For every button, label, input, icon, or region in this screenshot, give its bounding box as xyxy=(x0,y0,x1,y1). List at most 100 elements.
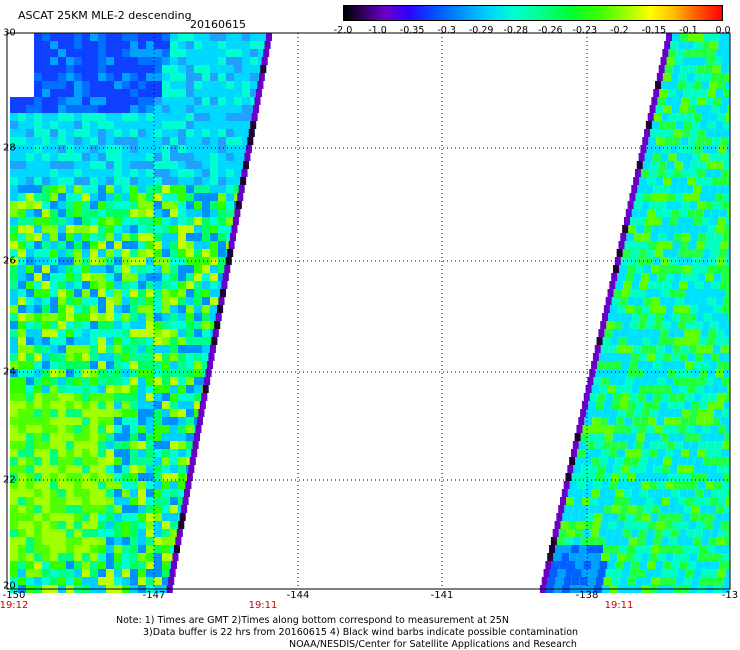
swath-cell xyxy=(638,425,647,433)
swath-cell xyxy=(130,297,138,305)
swath-cell xyxy=(562,513,571,521)
swath-cell xyxy=(18,113,26,121)
swath-cell xyxy=(154,105,162,113)
swath-cell xyxy=(66,145,74,153)
swath-cell xyxy=(18,489,26,497)
swath-cell xyxy=(646,497,655,505)
swath-cell xyxy=(50,257,58,265)
swath-cell xyxy=(698,337,707,345)
swath-cell xyxy=(681,273,690,281)
swath-cell xyxy=(170,225,178,233)
swath-cell xyxy=(628,257,637,265)
swath-cell xyxy=(178,273,186,281)
swath-cell xyxy=(90,65,98,73)
swath-cell xyxy=(566,497,575,505)
swath-cell xyxy=(170,465,178,473)
swath-cell xyxy=(50,497,58,505)
swath-cell xyxy=(90,425,98,433)
swath-edge-cell xyxy=(594,345,601,353)
swath-cell xyxy=(138,321,146,329)
swath-cell xyxy=(114,121,122,129)
swath-cell xyxy=(677,289,686,297)
swath-cell xyxy=(98,345,106,353)
swath-cell xyxy=(608,449,617,457)
swath-edge-cell xyxy=(653,89,660,97)
swath-cell xyxy=(626,233,635,241)
swath-cell xyxy=(688,33,696,41)
swath-cell xyxy=(657,305,666,313)
swath-cell xyxy=(154,377,162,385)
swath-cell xyxy=(162,345,170,353)
swath-cell xyxy=(122,193,130,201)
swath-cell xyxy=(106,361,114,369)
swath-cell xyxy=(647,457,656,465)
swath-cell xyxy=(178,33,186,41)
swath-edge-cell xyxy=(574,433,581,441)
swath-cell xyxy=(10,145,18,153)
swath-cell xyxy=(584,521,593,529)
swath-edge-cell xyxy=(228,241,235,249)
swath-cell xyxy=(170,433,178,441)
swath-cell xyxy=(154,41,162,49)
swath-cell xyxy=(74,289,82,297)
swath-cell xyxy=(703,489,712,497)
swath-cell xyxy=(656,241,665,249)
swath-cell xyxy=(658,409,667,417)
swath-cell xyxy=(571,545,580,553)
swath-cell xyxy=(679,457,688,465)
swath-cell xyxy=(66,129,74,137)
swath-edge-cell xyxy=(644,129,651,137)
swath-edge-cell xyxy=(218,297,225,305)
swath-cell xyxy=(162,105,170,113)
swath-cell xyxy=(604,537,613,545)
swath-cell xyxy=(654,425,663,433)
swath-cell xyxy=(186,305,194,313)
swath-cell xyxy=(710,249,719,257)
swath-cell xyxy=(50,297,58,305)
swath-cell xyxy=(727,209,730,217)
swath-cell xyxy=(58,121,66,129)
swath-cell xyxy=(637,289,646,297)
swath-cell xyxy=(631,281,640,289)
swath-cell xyxy=(595,369,604,377)
swath-cell xyxy=(98,273,106,281)
swath-cell xyxy=(669,465,678,473)
swath-cell xyxy=(170,241,178,249)
swath-cell xyxy=(146,305,154,313)
swath-cell xyxy=(719,177,728,185)
swath-cell xyxy=(713,481,722,489)
swath-cell xyxy=(714,233,723,241)
swath-cell xyxy=(130,137,138,145)
swath-cell xyxy=(672,241,681,249)
swath-cell xyxy=(130,417,138,425)
swath-cell xyxy=(42,225,50,233)
swath-cell xyxy=(82,257,90,265)
swath-cell xyxy=(680,345,689,353)
swath-cell xyxy=(154,393,162,401)
swath-cell xyxy=(210,233,218,241)
swath-cell xyxy=(34,185,42,193)
swath-cell xyxy=(58,529,66,537)
swath-cell xyxy=(611,545,620,553)
swath-cell xyxy=(707,121,716,129)
swath-cell xyxy=(162,161,170,169)
swath-cell xyxy=(138,505,146,513)
swath-cell xyxy=(186,249,194,257)
swath-cell xyxy=(146,57,154,65)
swath-cell xyxy=(66,201,74,209)
swath-cell xyxy=(10,417,18,425)
swath-cell xyxy=(146,185,154,193)
swath-cell xyxy=(26,265,34,273)
swath-cell xyxy=(10,241,18,249)
swath-cell xyxy=(130,81,138,89)
swath-cell xyxy=(66,49,74,57)
swath-cell xyxy=(122,297,130,305)
swath-cell xyxy=(218,153,226,161)
swath-cell xyxy=(685,81,694,89)
swath-cell xyxy=(178,297,186,305)
colorbar-tick: -0.2 xyxy=(610,25,629,36)
swath-cell xyxy=(90,521,98,529)
swath-cell xyxy=(712,137,721,145)
swath-cell xyxy=(611,577,620,585)
swath-cell xyxy=(218,33,226,41)
